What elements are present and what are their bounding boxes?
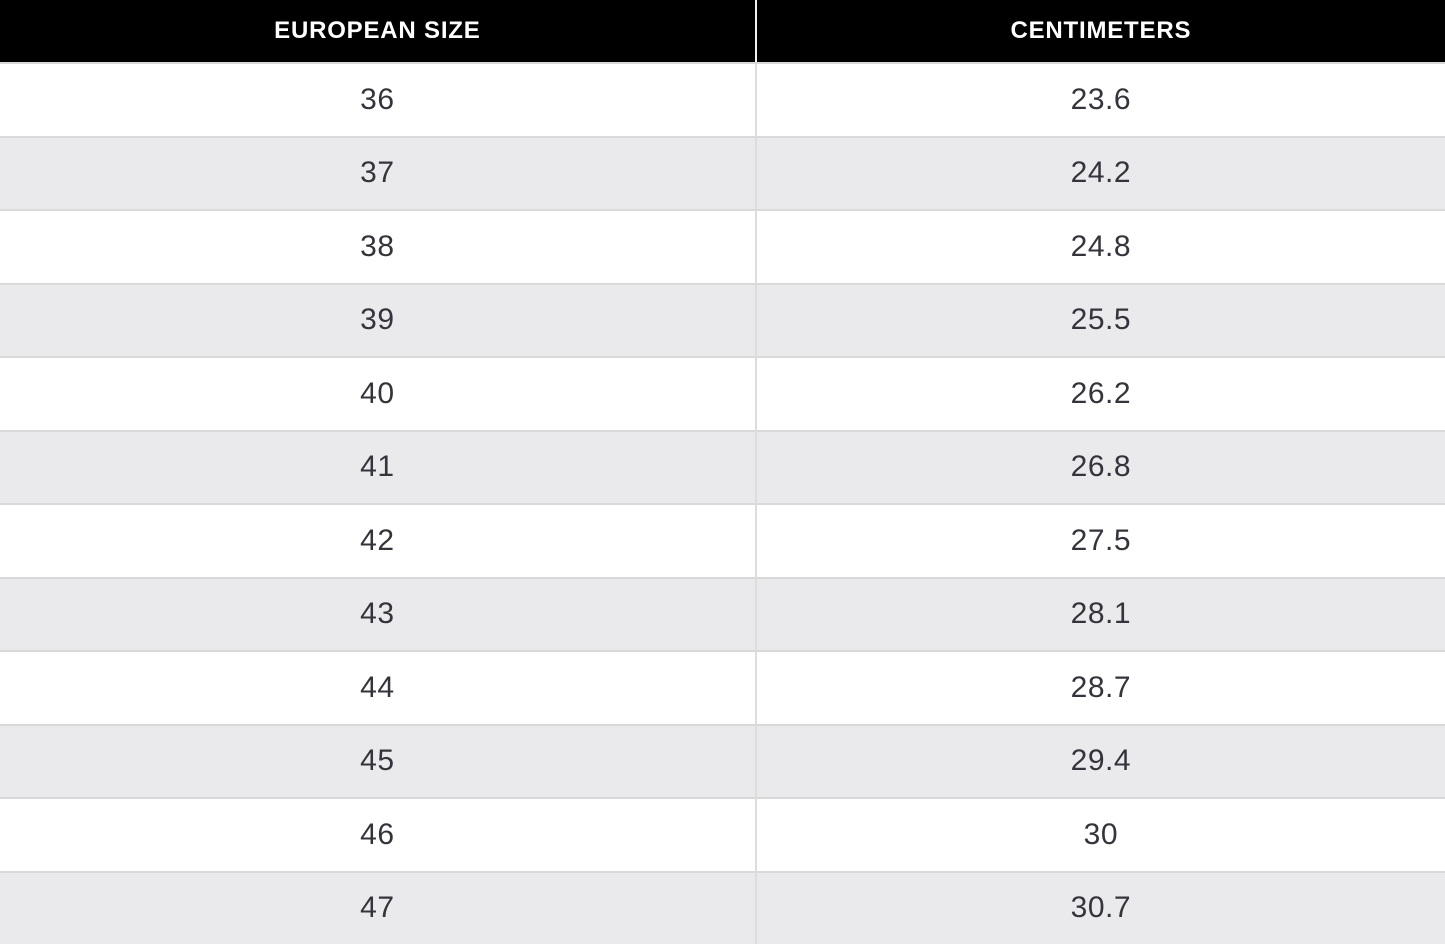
size-cell: 36: [0, 63, 756, 137]
cm-cell: 26.8: [756, 431, 1445, 505]
column-header-centimeters: CENTIMETERS: [756, 0, 1445, 63]
cm-cell: 28.1: [756, 578, 1445, 652]
size-cell: 41: [0, 431, 756, 505]
column-header-european-size: EUROPEAN SIZE: [0, 0, 756, 63]
table-header: EUROPEAN SIZE CENTIMETERS: [0, 0, 1445, 63]
size-cell: 38: [0, 210, 756, 284]
cm-cell: 27.5: [756, 504, 1445, 578]
cm-cell: 24.2: [756, 137, 1445, 211]
cm-cell: 26.2: [756, 357, 1445, 431]
size-cell: 37: [0, 137, 756, 211]
size-cell: 47: [0, 872, 756, 944]
size-cell: 46: [0, 798, 756, 872]
cm-cell: 24.8: [756, 210, 1445, 284]
cm-cell: 28.7: [756, 651, 1445, 725]
size-cell: 43: [0, 578, 756, 652]
size-cell: 39: [0, 284, 756, 358]
cm-cell: 23.6: [756, 63, 1445, 137]
cm-cell: 30: [756, 798, 1445, 872]
cm-cell: 29.4: [756, 725, 1445, 799]
size-cell: 44: [0, 651, 756, 725]
cm-cell: 30.7: [756, 872, 1445, 944]
size-cell: 45: [0, 725, 756, 799]
size-cell: 40: [0, 357, 756, 431]
header-row: EUROPEAN SIZE CENTIMETERS: [0, 0, 1445, 63]
cm-cell: 25.5: [756, 284, 1445, 358]
size-cell: 42: [0, 504, 756, 578]
